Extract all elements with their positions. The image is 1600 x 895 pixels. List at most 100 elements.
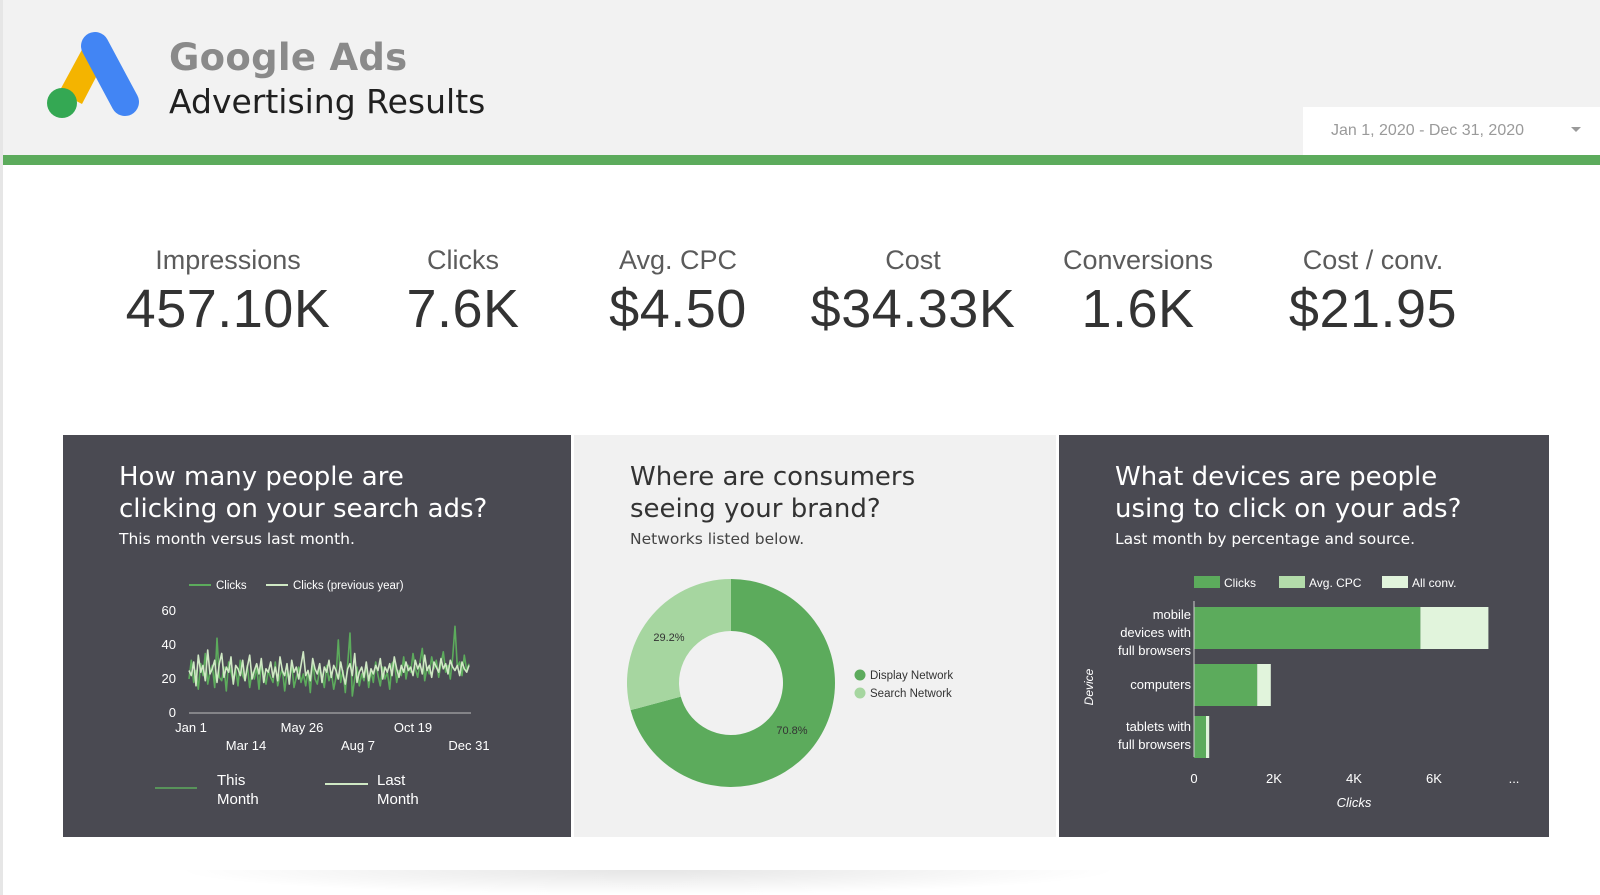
legend-label-all-conv: All conv. <box>1412 576 1456 590</box>
panel-title-line: using to click on your ads? <box>1115 494 1462 524</box>
panel-title-line: clicking on your search ads? <box>119 494 488 524</box>
devices-bar-chart[interactable]: Clicks Avg. CPC All conv. Device mobile … <box>1059 435 1549 837</box>
legend-swatch-clicks <box>1194 576 1220 588</box>
y-axis: 60 40 20 0 <box>162 603 176 720</box>
x-tick-label: Jan 1 <box>175 720 207 735</box>
kpi-label: Cost <box>885 245 941 275</box>
clicks-panel: How many people are clicking on your sea… <box>63 435 571 837</box>
devices-panel: What devices are people using to click o… <box>1059 435 1549 837</box>
panel-subtitle: Networks listed below. <box>630 530 805 548</box>
kpi-value: $4.50 <box>609 279 747 339</box>
kpi-avg-cpc: Avg. CPC $4.50 <box>588 245 768 340</box>
slice-label-display: 70.8% <box>776 725 807 737</box>
bottom-legend: This Month Last Month <box>155 772 419 808</box>
y-tick-label: 60 <box>162 603 176 618</box>
kpi-value: 457.10K <box>125 279 331 339</box>
legend-swatch-avg-cpc <box>1279 576 1305 588</box>
category-label-mobile-1: mobile <box>1153 607 1191 622</box>
bar-tablets-all-conv[interactable] <box>1206 716 1210 758</box>
bar-computers-clicks[interactable] <box>1194 664 1258 706</box>
kpi-value: 7.6K <box>406 279 520 339</box>
kpi-value: $21.95 <box>1288 279 1458 339</box>
legend-dot-display <box>854 669 866 681</box>
legend-label-display: Display Network <box>870 670 953 682</box>
logo-blue-stroke <box>81 32 139 116</box>
legend-this-month-line1: This <box>217 772 245 789</box>
category-label-computers: computers <box>1130 677 1191 692</box>
google-ads-logo <box>47 32 139 118</box>
kpi-label: Impressions <box>155 245 301 275</box>
report-header: Google Ads Advertising Results Jan 1, 20… <box>3 0 1600 156</box>
kpi-label: Clicks <box>427 245 499 275</box>
category-label-mobile-3: full browsers <box>1118 643 1191 658</box>
category-labels: mobile devices with full browsers comput… <box>1118 607 1191 752</box>
donut-slice-display-network[interactable] <box>630 579 835 787</box>
x-tick-label: ... <box>1509 771 1520 786</box>
kpi-label: Cost / conv. <box>1302 245 1444 275</box>
legend-label-avg-cpc: Avg. CPC <box>1309 576 1362 590</box>
kpi-value: 1.6K <box>1081 279 1195 339</box>
next-section-shadow <box>173 870 1123 895</box>
kpi-value: $34.33K <box>810 279 1016 339</box>
kpi-label: Conversions <box>1062 245 1214 275</box>
header-divider <box>3 155 1600 165</box>
bar-marks <box>1194 607 1489 758</box>
slice-label-search: 29.2% <box>653 632 684 644</box>
category-label-tablets-1: tablets with <box>1126 719 1191 734</box>
legend-this-month-line2: Month <box>217 791 259 808</box>
report-title: Advertising Results <box>169 82 486 121</box>
networks-donut-chart[interactable]: 70.8% 29.2% Display Network Search Netwo… <box>574 435 1056 837</box>
panel-title: Where are consumers seeing your brand? <box>630 461 915 525</box>
y-tick-label: 0 <box>169 705 176 720</box>
legend-label-clicks: Clicks <box>1224 576 1256 590</box>
panel-subtitle: Last month by percentage and source. <box>1115 530 1416 548</box>
x-tick-label: Mar 14 <box>226 738 266 753</box>
legend-last-month-line1: Last <box>377 772 406 789</box>
series-line-previous-year <box>188 649 470 687</box>
x-axis: 0 2K 4K 6K ... <box>1190 771 1519 786</box>
panel-title-line: Where are consumers <box>630 462 916 492</box>
panel-title: How many people are clicking on your sea… <box>119 461 487 525</box>
y-axis-title: Device <box>1082 668 1096 705</box>
panel-title: What devices are people using to click o… <box>1115 461 1461 525</box>
bar-computers-all-conv[interactable] <box>1257 664 1271 706</box>
x-tick-label: 2K <box>1266 771 1282 786</box>
x-axis: Jan 1 May 26 Oct 19 Mar 14 Aug 7 Dec 31 <box>175 720 490 753</box>
panel-title-line: What devices are people <box>1115 462 1438 492</box>
x-tick-label: 4K <box>1346 771 1362 786</box>
panel-title-line: How many people are <box>119 462 404 492</box>
x-tick-label: May 26 <box>281 720 324 735</box>
brand-name: Google Ads <box>169 36 408 79</box>
bar-legend: Clicks Avg. CPC All conv. <box>1194 576 1456 590</box>
category-label-mobile-2: devices with <box>1120 625 1191 640</box>
legend-last-month-line2: Month <box>377 791 419 808</box>
legend-swatch-all-conv <box>1382 576 1408 588</box>
legend-label-previous-year: Clicks (previous year) <box>293 580 404 592</box>
date-range-label: Jan 1, 2020 - Dec 31, 2020 <box>1331 122 1525 139</box>
legend-dot-search <box>854 687 866 699</box>
kpi-conversions: Conversions 1.6K <box>1038 245 1238 340</box>
clicks-line-chart[interactable]: Clicks Clicks (previous year) 60 40 20 0… <box>63 435 571 837</box>
bar-mobile-clicks[interactable] <box>1194 607 1421 649</box>
kpi-cost-per-conversion: Cost / conv. $21.95 <box>1263 245 1483 340</box>
legend-label-clicks: Clicks <box>216 580 247 592</box>
x-axis-title: Clicks <box>1337 795 1372 810</box>
y-tick-label: 40 <box>162 637 176 652</box>
x-tick-label: Oct 19 <box>394 720 432 735</box>
bar-tablets-clicks[interactable] <box>1194 716 1206 758</box>
chart-legend: Clicks Clicks (previous year) <box>189 580 404 592</box>
x-tick-label: 6K <box>1426 771 1442 786</box>
panel-title-line: seeing your brand? <box>630 494 881 524</box>
date-range-picker[interactable]: Jan 1, 2020 - Dec 31, 2020 <box>1303 107 1600 155</box>
bar-mobile-all-conv[interactable] <box>1420 607 1489 649</box>
donut-legend: Display Network Search Network <box>854 669 953 700</box>
donut-slice-search-network[interactable] <box>627 579 731 711</box>
x-tick-label: Aug 7 <box>341 738 375 753</box>
logo-green-dot <box>47 88 77 118</box>
caret-down-icon <box>1571 127 1581 132</box>
category-label-tablets-2: full browsers <box>1118 737 1191 752</box>
networks-panel: Where are consumers seeing your brand? N… <box>574 435 1056 837</box>
kpi-cost: Cost $34.33K <box>798 245 1028 340</box>
kpi-clicks: Clicks 7.6K <box>373 245 553 340</box>
